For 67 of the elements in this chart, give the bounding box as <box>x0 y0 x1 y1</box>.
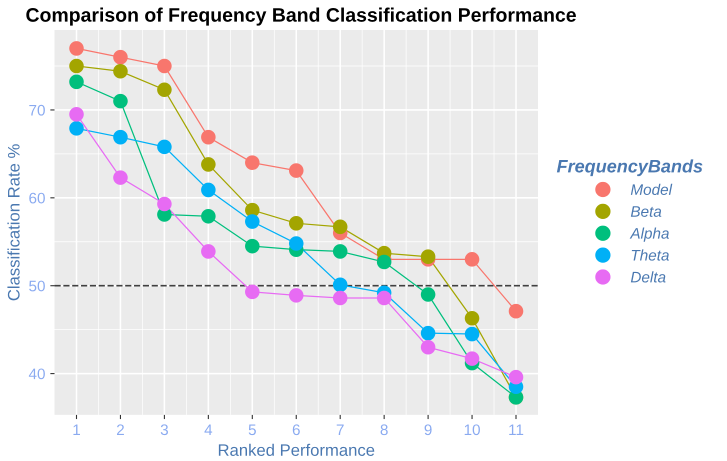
x-tick-label: 11 <box>509 424 524 435</box>
point <box>157 82 172 98</box>
point <box>288 216 304 231</box>
point <box>157 196 172 212</box>
point <box>464 351 480 366</box>
point <box>508 370 524 384</box>
x-axis-title: Ranked Performance <box>218 444 374 456</box>
point <box>420 340 436 355</box>
point <box>288 163 304 178</box>
x-tick-label: 4 <box>204 424 212 435</box>
y-tick-label: 40 <box>28 368 45 380</box>
y-axis-title: Classification Rate % <box>7 144 20 300</box>
legend-title: FrequencyBands <box>556 159 702 176</box>
y-tick-label: 60 <box>29 192 45 204</box>
point <box>245 155 260 170</box>
point <box>69 121 84 136</box>
point <box>69 41 84 56</box>
legend-label: Theta <box>632 249 669 261</box>
point <box>376 254 392 270</box>
point <box>464 252 480 267</box>
x-tick-label: 6 <box>292 424 300 436</box>
x-tick-label: 5 <box>248 424 256 436</box>
point <box>113 130 128 144</box>
point <box>245 284 260 300</box>
point <box>201 182 216 198</box>
point <box>288 236 304 251</box>
legend-label: Alpha <box>630 228 669 242</box>
point <box>69 58 84 74</box>
point <box>464 326 480 342</box>
point <box>245 214 260 229</box>
point <box>113 170 128 185</box>
point <box>332 244 348 259</box>
y-tick-label: 70 <box>29 104 45 116</box>
x-tick-label: 9 <box>424 424 432 436</box>
legend-label: Beta <box>630 206 662 217</box>
point <box>157 58 172 74</box>
point <box>376 290 392 306</box>
x-tick-label: 8 <box>380 424 388 436</box>
point <box>69 107 84 122</box>
point <box>332 220 348 234</box>
legend-label: Delta <box>630 271 666 283</box>
point <box>201 157 216 172</box>
point <box>332 290 348 306</box>
x-tick-label: 7 <box>336 424 344 435</box>
point <box>508 304 524 318</box>
point <box>420 287 436 302</box>
point <box>113 64 128 79</box>
point <box>113 50 128 64</box>
point <box>288 288 304 303</box>
point <box>113 94 128 108</box>
point <box>464 310 480 326</box>
point <box>69 74 84 90</box>
x-tick-label: 1 <box>73 424 80 435</box>
point <box>332 278 348 292</box>
x-tick-label: 3 <box>160 424 168 436</box>
point <box>420 249 436 264</box>
point <box>201 208 216 224</box>
legend-label: Model <box>630 184 672 196</box>
point <box>201 130 216 144</box>
point <box>201 244 216 259</box>
x-tick-label: 2 <box>116 424 124 435</box>
point <box>245 238 260 254</box>
y-tick-label: 50 <box>29 280 45 292</box>
x-tick-label: 10 <box>464 424 480 436</box>
chart-title: Comparison of Frequency Band Classification Performance <box>26 8 576 26</box>
point <box>420 326 436 340</box>
point <box>157 140 172 154</box>
